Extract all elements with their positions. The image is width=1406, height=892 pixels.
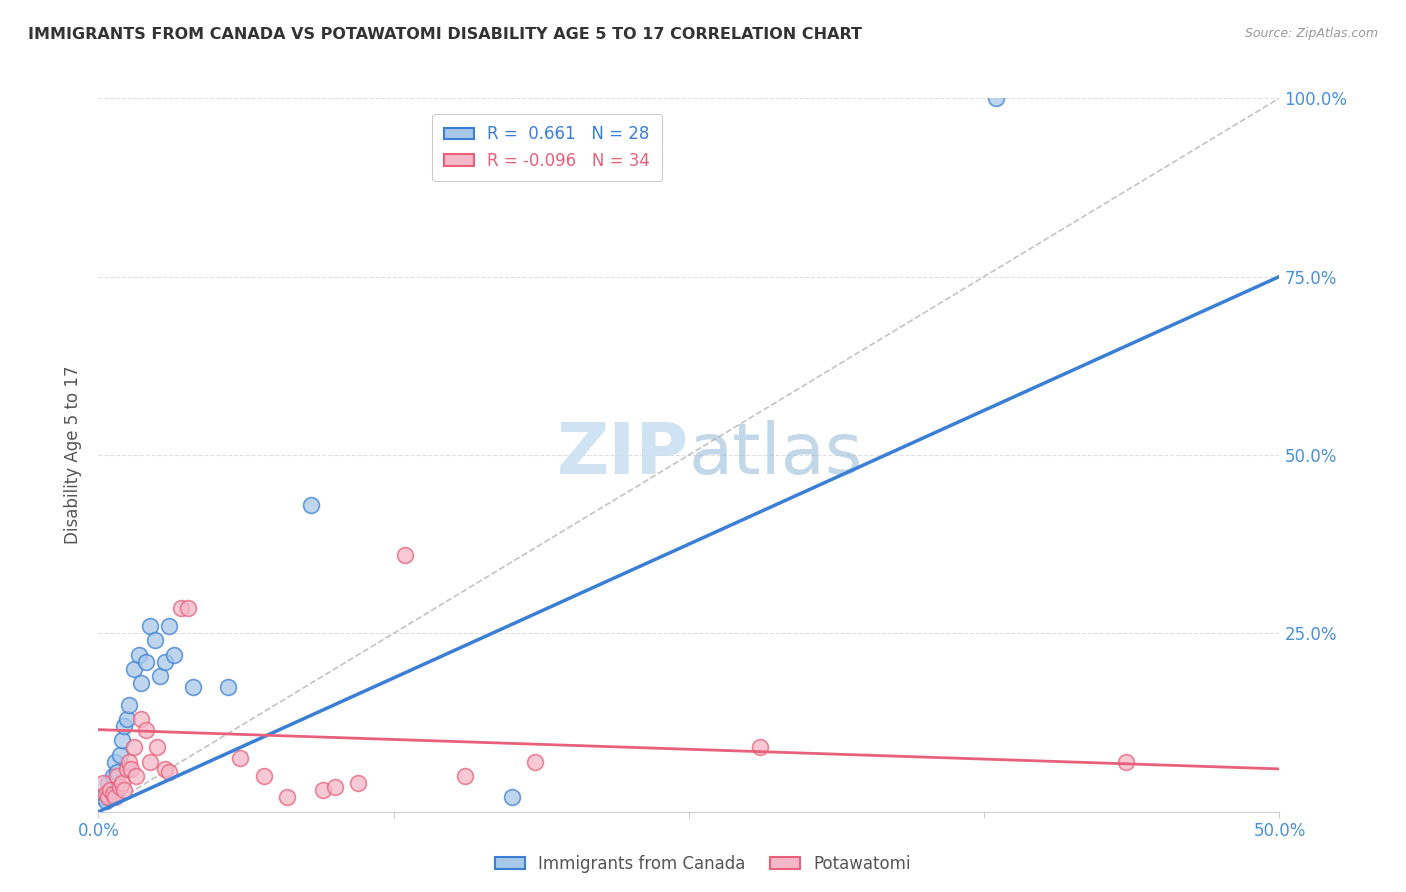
Point — [112, 783, 135, 797]
Point — [748, 740, 770, 755]
Point — [97, 790, 120, 805]
Point — [453, 769, 475, 783]
Point — [105, 769, 128, 783]
Point — [91, 790, 114, 805]
Point — [125, 769, 148, 783]
Point — [122, 740, 145, 755]
Point — [217, 680, 239, 694]
Point — [276, 790, 298, 805]
Point — [115, 762, 138, 776]
Point — [104, 790, 127, 805]
Point — [98, 783, 121, 797]
Text: Source: ZipAtlas.com: Source: ZipAtlas.com — [1244, 27, 1378, 40]
Point — [118, 698, 141, 712]
Point — [153, 655, 176, 669]
Point — [91, 776, 114, 790]
Point — [108, 780, 131, 794]
Point — [139, 755, 162, 769]
Point — [1115, 755, 1137, 769]
Point — [347, 776, 370, 790]
Point — [312, 783, 335, 797]
Point — [153, 762, 176, 776]
Point — [157, 765, 180, 780]
Point — [394, 548, 416, 562]
Y-axis label: Disability Age 5 to 17: Disability Age 5 to 17 — [65, 366, 83, 544]
Point — [118, 755, 141, 769]
Text: atlas: atlas — [689, 420, 863, 490]
Point — [101, 769, 124, 783]
Point — [323, 780, 346, 794]
Point — [135, 723, 157, 737]
Point — [984, 91, 1007, 105]
Point — [149, 669, 172, 683]
Point — [501, 790, 523, 805]
Point — [157, 619, 180, 633]
Point — [524, 755, 547, 769]
Point — [97, 776, 120, 790]
Point — [299, 498, 322, 512]
Text: ZIP: ZIP — [557, 420, 689, 490]
Point — [111, 776, 134, 790]
Point — [143, 633, 166, 648]
Point — [94, 787, 117, 801]
Point — [98, 783, 121, 797]
Point — [104, 755, 127, 769]
Point — [108, 747, 131, 762]
Point — [170, 601, 193, 615]
Point — [177, 601, 200, 615]
Point — [128, 648, 150, 662]
Point — [122, 662, 145, 676]
Point — [146, 740, 169, 755]
Point — [163, 648, 186, 662]
Legend: R =  0.661   N = 28, R = -0.096   N = 34: R = 0.661 N = 28, R = -0.096 N = 34 — [433, 113, 662, 181]
Point — [97, 787, 120, 801]
Point — [253, 769, 276, 783]
Legend: Immigrants from Canada, Potawatomi: Immigrants from Canada, Potawatomi — [488, 848, 918, 880]
Point — [129, 676, 152, 690]
Point — [139, 619, 162, 633]
Point — [94, 794, 117, 808]
Point — [112, 719, 135, 733]
Point — [181, 680, 204, 694]
Point — [121, 762, 143, 776]
Point — [129, 712, 152, 726]
Point — [111, 733, 134, 747]
Point — [135, 655, 157, 669]
Text: IMMIGRANTS FROM CANADA VS POTAWATOMI DISABILITY AGE 5 TO 17 CORRELATION CHART: IMMIGRANTS FROM CANADA VS POTAWATOMI DIS… — [28, 27, 862, 42]
Point — [229, 751, 252, 765]
Point — [101, 787, 124, 801]
Point — [105, 765, 128, 780]
Point — [115, 712, 138, 726]
